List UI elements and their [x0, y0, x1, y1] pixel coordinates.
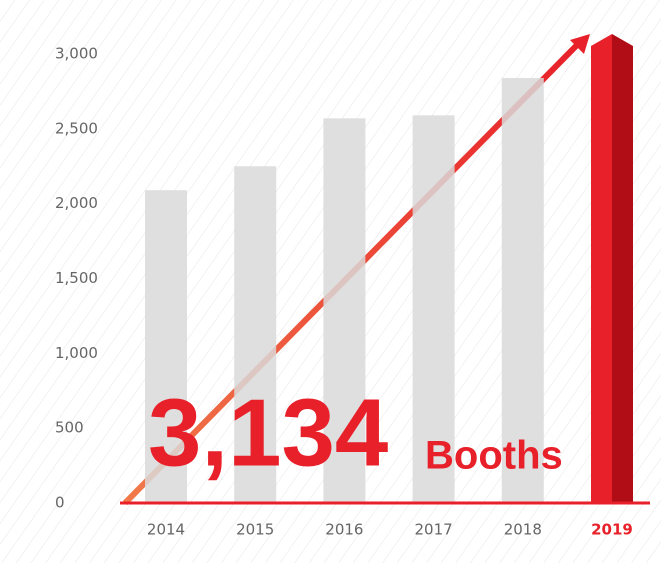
y-tick-label: 2,000: [55, 194, 98, 212]
value-label: 3,134: [148, 379, 388, 486]
x-tick-label: 2017: [415, 521, 453, 539]
x-tick-label: 2019: [591, 521, 633, 539]
bar: [501, 77, 544, 504]
annotation: Booths: [425, 434, 563, 478]
y-tick-label: 1,000: [55, 344, 98, 362]
x-tick-label: 2014: [147, 521, 185, 539]
y-tick-label: 2,500: [55, 119, 98, 137]
y-tick-label: 0: [55, 494, 65, 512]
trend-arrow-head: [570, 34, 590, 54]
bar: [591, 33, 612, 503]
bar: [145, 190, 187, 504]
bar: [234, 166, 277, 503]
x-tick-label: 2018: [504, 521, 542, 539]
y-tick-label: 1,500: [55, 269, 98, 287]
y-tick-label: 3,000: [55, 45, 98, 63]
bar-side: [612, 33, 633, 503]
bar: [412, 115, 455, 503]
x-tick-label: 2016: [325, 521, 363, 539]
bar: [323, 118, 366, 504]
x-tick-label: 2015: [236, 521, 274, 539]
y-tick-label: 500: [55, 419, 84, 437]
